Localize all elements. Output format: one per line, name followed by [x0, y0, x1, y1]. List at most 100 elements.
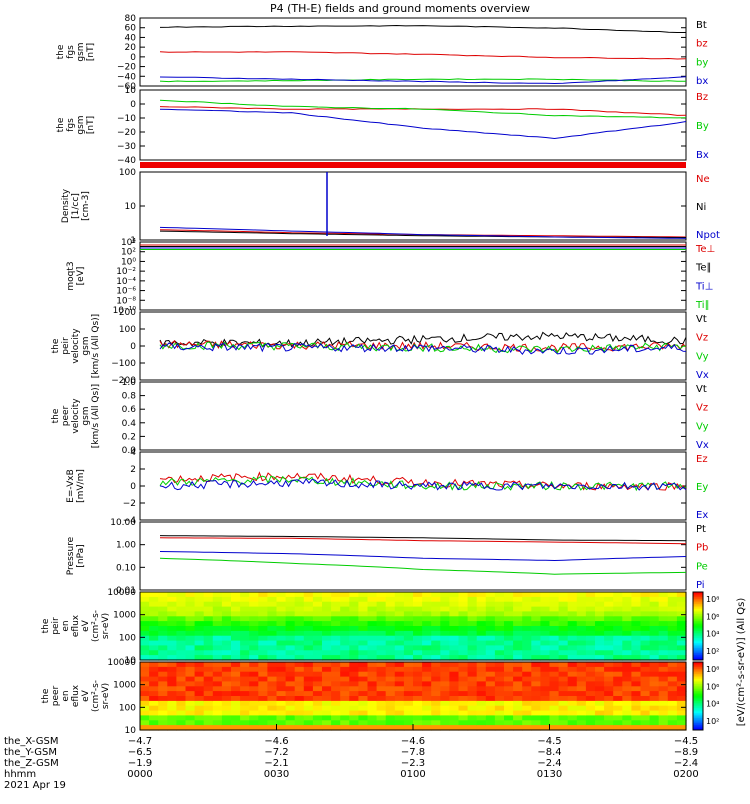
spectrogram-cell	[458, 592, 469, 598]
colorbar-cell	[693, 619, 703, 622]
spectrogram-cell	[558, 592, 569, 598]
spectrogram-cell	[540, 676, 551, 683]
spectrogram-cell	[231, 720, 241, 726]
spectrogram-cell	[340, 671, 350, 678]
spectrogram-cell	[349, 601, 359, 608]
spectrogram-cell	[203, 650, 214, 656]
spectrogram-cell	[322, 630, 332, 637]
spectrogram-cell	[158, 705, 168, 712]
y-axis-label-line: en	[61, 620, 71, 631]
spectrogram-cell	[394, 662, 405, 668]
spectrogram-cell	[458, 666, 469, 673]
spectrogram-cell	[203, 715, 214, 721]
spectrogram-cell	[449, 650, 460, 656]
spectrogram-cell	[413, 666, 423, 673]
page-title: P4 (TH-E) fields and ground moments over…	[270, 2, 530, 15]
spectrogram-cell	[167, 725, 177, 731]
spectrogram-cell	[422, 725, 432, 731]
spectrogram-cell	[485, 630, 496, 637]
spectrogram-cell	[149, 705, 159, 712]
spectrogram-cell	[194, 606, 205, 613]
spectrogram-cell	[585, 592, 596, 598]
spectrogram-cell	[203, 611, 214, 617]
spectrogram-cell	[622, 705, 632, 712]
spectrogram-cell	[513, 645, 523, 651]
spectrogram-cell	[422, 640, 432, 647]
spectrogram-cell	[240, 671, 250, 678]
spectrogram-cell	[249, 691, 259, 697]
spectrogram-cell	[349, 700, 359, 707]
spectrogram-cell	[140, 715, 150, 721]
series-line-Pt	[159, 535, 687, 542]
y-axis-label-line: the	[51, 338, 61, 353]
spectrogram-cell	[367, 725, 378, 731]
spectrogram-cell	[504, 616, 514, 622]
spectrogram-cell	[413, 696, 423, 702]
spectrogram-cell	[504, 621, 514, 627]
spectrogram-cell	[276, 705, 287, 712]
spectrogram-cell	[558, 601, 569, 608]
panel-frame	[139, 89, 687, 161]
spectrogram-cell	[422, 616, 432, 622]
spectrogram-cell	[158, 650, 168, 656]
spectrogram-cell	[149, 725, 159, 731]
spectrogram-cell	[504, 596, 514, 603]
spectrogram-cell	[158, 700, 168, 707]
spectrogram-cell	[467, 715, 478, 721]
spectrogram-cell	[531, 705, 541, 712]
spectrogram-cell	[322, 710, 332, 717]
spectrogram-cell	[485, 662, 496, 668]
spectrogram-cell	[467, 601, 478, 608]
spectrogram-cell	[558, 691, 569, 697]
spectrogram-cell	[249, 596, 259, 603]
y-tick-label: −2	[123, 499, 136, 509]
spectrogram-cell	[212, 630, 223, 637]
y-axis-label-line: [km/s (All Qs)]	[91, 314, 101, 378]
panel-peir_spec: 10000100010010thepeirenefluxeV(cm²-s-sr-…	[41, 588, 687, 666]
spectrogram-cell	[422, 606, 432, 613]
spectrogram-cell	[513, 725, 523, 731]
spectrogram-cell	[331, 645, 341, 651]
x-tick-label: −4.6	[401, 736, 425, 747]
legend-fgs_gsm-1: bz	[696, 39, 708, 50]
spectrogram-cell	[167, 640, 177, 647]
spectrogram-cell	[322, 626, 332, 632]
spectrogram-cell	[595, 601, 605, 608]
spectrogram-cell	[440, 666, 450, 673]
spectrogram-cell	[203, 691, 214, 697]
spectrogram-cell	[194, 666, 205, 673]
spectrogram-cell	[231, 662, 241, 668]
spectrogram-cell	[658, 725, 669, 731]
y-tick-label: 4	[130, 448, 136, 458]
spectrogram-cell	[567, 592, 578, 598]
spectrogram-cell	[140, 720, 150, 726]
spectrogram-cell	[613, 715, 623, 721]
colorbar-cell	[693, 629, 703, 632]
spectrogram-cell	[549, 696, 560, 702]
legend-peir_vel-2: Vy	[696, 351, 709, 362]
spectrogram-cell	[676, 720, 687, 726]
colorbar-cell	[693, 598, 703, 601]
spectrogram-cell	[567, 662, 578, 668]
y-tick-label: −20	[117, 128, 136, 138]
legend-peir_vel-1: Vz	[696, 333, 708, 344]
spectrogram-cell	[440, 621, 450, 627]
spectrogram-cell	[231, 681, 241, 687]
spectrogram-cell	[585, 626, 596, 632]
spectrogram-cell	[303, 676, 314, 683]
spectrogram-cell	[440, 645, 450, 651]
spectrogram-cell	[403, 645, 414, 651]
spectrogram-cell	[522, 676, 532, 683]
spectrogram-cell	[322, 720, 332, 726]
spectrogram-cell	[203, 671, 214, 678]
spectrogram-cell	[322, 606, 332, 613]
spectrogram-cell	[194, 705, 205, 712]
colorbar-cell	[693, 687, 703, 690]
spectrogram-cell	[440, 686, 450, 692]
spectrogram-cell	[394, 621, 405, 627]
spectrogram-cell	[267, 705, 278, 712]
y-tick-label: 1.00	[116, 541, 136, 551]
spectrogram-cell	[240, 666, 250, 673]
spectrogram-cell	[522, 645, 532, 651]
